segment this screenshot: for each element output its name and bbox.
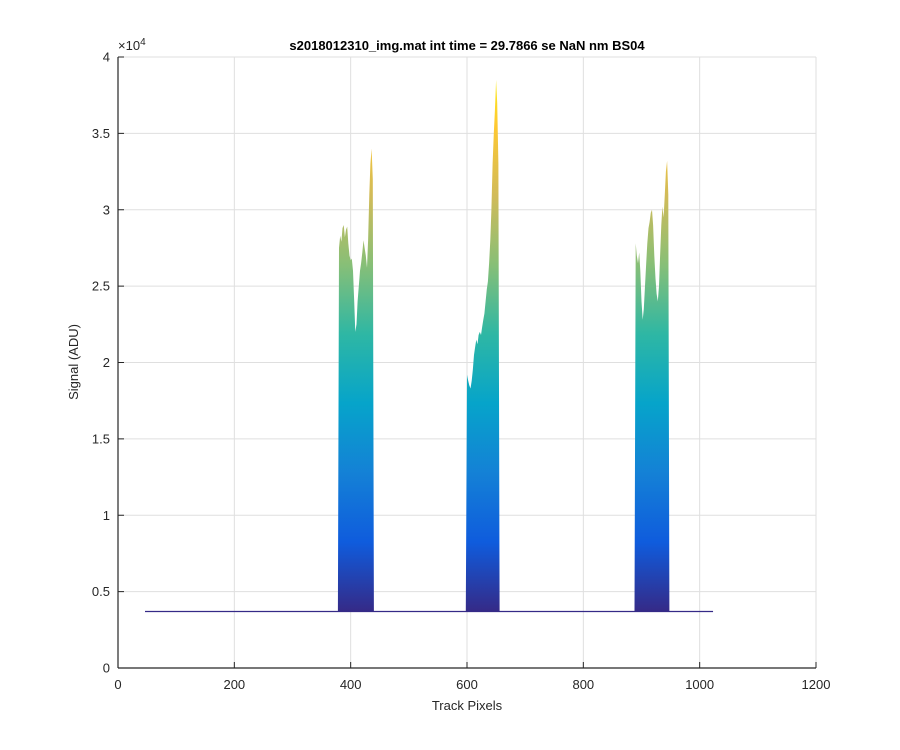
x-tick-label: 200 <box>223 677 245 692</box>
chart-title: s2018012310_img.mat int time = 29.7866 s… <box>289 38 645 53</box>
y-tick-label: 0.5 <box>92 584 110 599</box>
y-axis-label: Signal (ADU) <box>66 324 81 400</box>
x-tick-label: 600 <box>456 677 478 692</box>
y-axis-exponent-power: 4 <box>140 37 146 48</box>
y-axis-exponent: ×104 <box>118 37 146 53</box>
x-tick-label: 400 <box>340 677 362 692</box>
y-tick-label: 1 <box>103 508 110 523</box>
y-tick-label: 3.5 <box>92 126 110 141</box>
signal-peak-3 <box>634 160 670 612</box>
x-ticks: 0 200 400 600 800 1000 1200 <box>114 662 830 692</box>
y-tick-label: 2.5 <box>92 279 110 294</box>
signal-peak-2 <box>465 79 500 612</box>
y-tick-label: 3 <box>103 202 110 217</box>
signal-series <box>145 79 714 613</box>
x-axis-label: Track Pixels <box>432 698 503 713</box>
x-tick-label: 0 <box>114 677 121 692</box>
signal-peak-1 <box>337 148 374 612</box>
y-tick-label: 2 <box>103 355 110 370</box>
y-tick-label: 1.5 <box>92 431 110 446</box>
y-ticks: 0 0.5 1 1.5 2 2.5 3 3.5 4 <box>92 50 124 676</box>
x-tick-label: 1200 <box>802 677 831 692</box>
y-tick-label: 0 <box>103 661 110 676</box>
x-tick-label: 1000 <box>685 677 714 692</box>
x-tick-label: 800 <box>572 677 594 692</box>
y-tick-label: 4 <box>103 50 110 65</box>
